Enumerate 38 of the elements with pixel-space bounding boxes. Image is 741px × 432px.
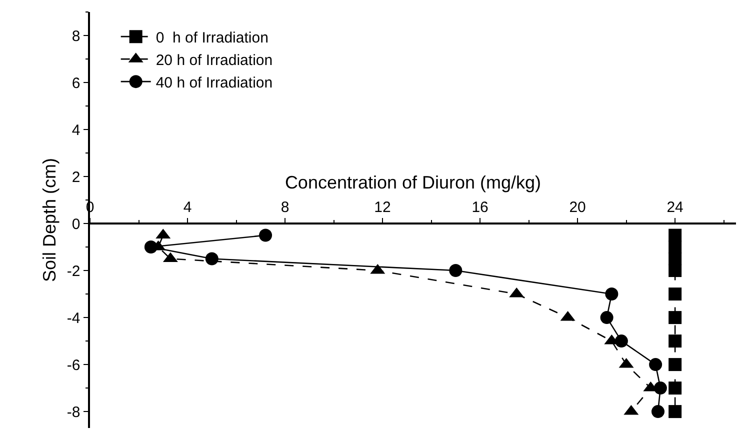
point bbox=[668, 382, 682, 395]
y-tick-label: -6 bbox=[66, 356, 80, 374]
point bbox=[205, 252, 218, 266]
point bbox=[668, 288, 682, 301]
point bbox=[605, 288, 618, 301]
y-tick-label: -8 bbox=[66, 404, 80, 421]
point bbox=[649, 358, 662, 372]
point bbox=[654, 382, 667, 395]
point bbox=[668, 264, 682, 278]
point bbox=[600, 311, 614, 324]
point bbox=[449, 264, 462, 278]
point bbox=[144, 240, 158, 254]
x-tick-label: 12 bbox=[374, 198, 391, 216]
legend-label: 20 h of Irradiation bbox=[156, 52, 273, 69]
point bbox=[668, 240, 682, 254]
x-axis-title: Concentration of Diuron (mg/kg) bbox=[284, 172, 542, 192]
x-tick-label: 16 bbox=[472, 198, 488, 216]
legend-label: 0 h of Irradiation bbox=[156, 29, 268, 46]
point bbox=[668, 358, 682, 372]
y-tick-label: 0 bbox=[72, 216, 80, 233]
point bbox=[668, 334, 682, 348]
y-tick-label: 8 bbox=[72, 28, 80, 45]
point bbox=[668, 311, 682, 324]
y-tick-label: -2 bbox=[66, 262, 80, 280]
point bbox=[259, 228, 272, 242]
legend-label: 40 h of Irradiation bbox=[156, 74, 273, 92]
point bbox=[614, 334, 628, 348]
point bbox=[651, 405, 664, 418]
y-tick-label: 4 bbox=[72, 122, 80, 139]
x-tick-label: 20 bbox=[569, 198, 586, 216]
y-tick-label: 6 bbox=[72, 74, 80, 92]
point bbox=[668, 405, 682, 418]
y-tick-label: -4 bbox=[66, 310, 80, 327]
x-tick-label: 24 bbox=[666, 198, 684, 216]
y-tick-label: 2 bbox=[72, 168, 80, 186]
y-axis-title: Soil Depth (cm) bbox=[40, 158, 60, 282]
x-tick-label: 4 bbox=[183, 198, 192, 216]
x-tick-label: 8 bbox=[280, 198, 290, 216]
